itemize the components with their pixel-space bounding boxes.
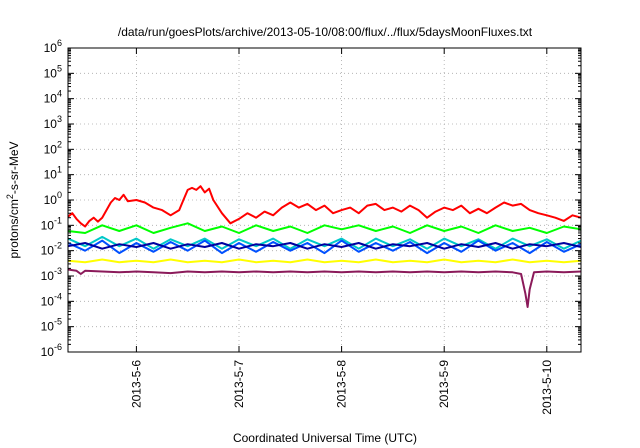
y-axis-label-superscript: 2 bbox=[5, 194, 15, 199]
y-tick-label-base: 10 bbox=[41, 345, 55, 359]
y-tick-label-exponent: 1 bbox=[57, 165, 62, 175]
y-tick-label-exponent: 0 bbox=[57, 190, 62, 200]
y-axis-label-part-2: -s-sr-MeV bbox=[7, 141, 21, 194]
y-tick-labels: 10-610-510-410-310-210-11001011021031041… bbox=[41, 38, 62, 359]
grid-lines bbox=[68, 48, 581, 352]
y-tick-label-exponent: -1 bbox=[54, 215, 62, 225]
x-axis-label: Coordinated Universal Time (UTC) bbox=[233, 431, 417, 445]
y-tick-label-exponent: 2 bbox=[57, 139, 62, 149]
y-tick-label-base: 10 bbox=[44, 66, 58, 80]
y-tick-label: 10-4 bbox=[41, 291, 62, 308]
y-tick-label-base: 10 bbox=[44, 92, 58, 106]
x-tick-label: 2013-5-7 bbox=[232, 360, 246, 408]
y-tick-label: 106 bbox=[44, 38, 62, 55]
y-tick-label: 10-1 bbox=[41, 215, 62, 232]
x-tick-label: 2013-5-10 bbox=[540, 360, 554, 415]
y-tick-label-base: 10 bbox=[41, 218, 55, 232]
y-tick-label-base: 10 bbox=[44, 142, 58, 156]
y-tick-label: 10-3 bbox=[41, 266, 62, 283]
x-tick-label: 2013-5-6 bbox=[129, 360, 143, 408]
y-tick-label-base: 10 bbox=[44, 117, 58, 131]
chart-title: /data/run/goesPlots/archive/2013-05-10/0… bbox=[118, 25, 533, 39]
y-tick-label-exponent: -5 bbox=[54, 317, 62, 327]
y-tick-label-base: 10 bbox=[41, 244, 55, 258]
y-tick-label: 100 bbox=[44, 190, 62, 207]
y-tick-label: 105 bbox=[44, 63, 62, 80]
series-line bbox=[67, 268, 582, 308]
y-tick-label-base: 10 bbox=[41, 294, 55, 308]
series-line bbox=[67, 258, 582, 264]
y-tick-label-exponent: -2 bbox=[54, 241, 62, 251]
series-line bbox=[67, 239, 582, 255]
y-tick-label: 103 bbox=[44, 114, 62, 131]
y-tick-label-base: 10 bbox=[44, 41, 58, 55]
y-tick-label-exponent: 4 bbox=[57, 89, 62, 99]
y-tick-label: 102 bbox=[44, 139, 62, 156]
y-tick-label-exponent: 3 bbox=[57, 114, 62, 124]
x-tick-label: 2013-5-8 bbox=[335, 360, 349, 408]
y-tick-label: 101 bbox=[44, 165, 62, 182]
series-line bbox=[67, 222, 582, 234]
series-line bbox=[67, 235, 582, 250]
y-tick-label-exponent: 5 bbox=[57, 63, 62, 73]
axis-ticks bbox=[68, 47, 581, 353]
series-line bbox=[67, 185, 582, 228]
y-tick-label-exponent: -4 bbox=[54, 291, 62, 301]
y-tick-label-base: 10 bbox=[44, 193, 58, 207]
y-tick-label-exponent: -6 bbox=[54, 342, 62, 352]
y-tick-label-base: 10 bbox=[41, 269, 55, 283]
y-axis-label: protons/cm2-s-sr-MeV bbox=[5, 141, 21, 258]
y-tick-label: 10-2 bbox=[41, 241, 62, 258]
y-tick-label-base: 10 bbox=[41, 320, 55, 334]
series-line bbox=[67, 242, 582, 250]
x-tick-labels: 2013-5-6 2013-5-7 2013-5-8 2013-5-9 2013-5-1… bbox=[129, 360, 553, 415]
y-tick-label: 10-6 bbox=[41, 342, 62, 359]
y-tick-label: 10-5 bbox=[41, 317, 62, 334]
series-layer bbox=[67, 185, 582, 308]
y-axis-label-part-1: protons/cm bbox=[7, 199, 21, 258]
y-tick-label: 104 bbox=[44, 89, 62, 106]
x-tick-label: 2013-5-9 bbox=[437, 360, 451, 408]
y-tick-label-exponent: -3 bbox=[54, 266, 62, 276]
y-tick-label-base: 10 bbox=[44, 168, 58, 182]
y-tick-label-exponent: 6 bbox=[57, 38, 62, 48]
